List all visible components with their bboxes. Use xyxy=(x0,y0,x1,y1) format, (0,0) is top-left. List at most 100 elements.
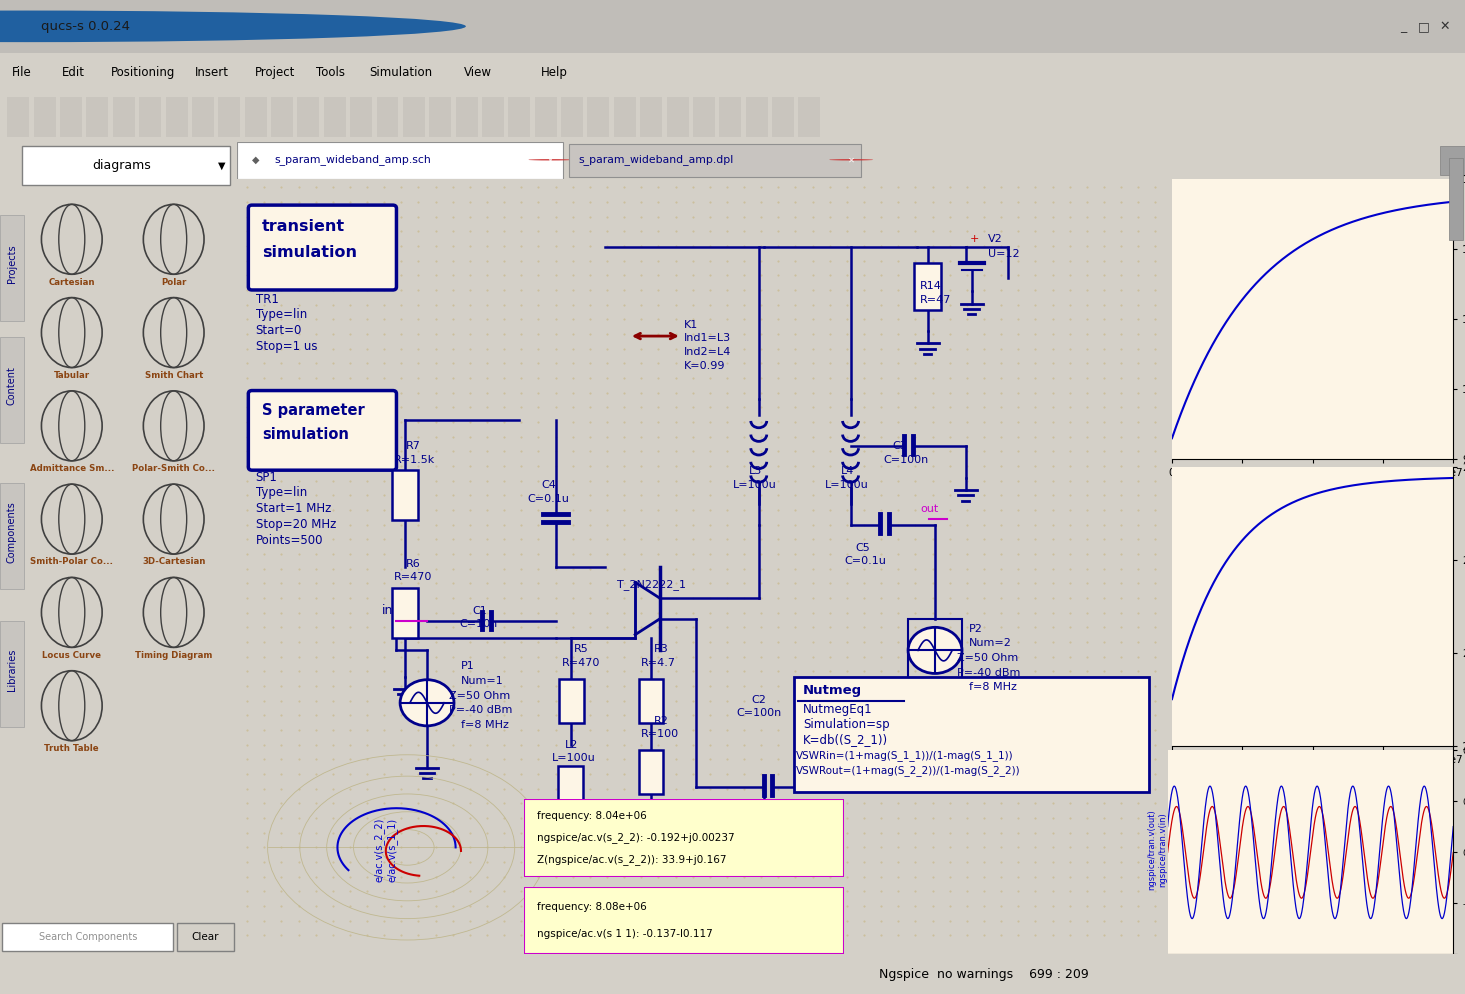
Text: Z(ngspice/ac.v(s_2_2)): 33.9+j0.167: Z(ngspice/ac.v(s_2_2)): 33.9+j0.167 xyxy=(538,854,727,865)
Bar xyxy=(391,587,419,638)
Text: ▼: ▼ xyxy=(218,160,226,170)
Text: R3: R3 xyxy=(653,644,668,654)
Text: VSWRin=(1+mag(S_1_1))/(1-mag(S_1_1)): VSWRin=(1+mag(S_1_1))/(1-mag(S_1_1)) xyxy=(795,750,1014,761)
Text: SP1: SP1 xyxy=(256,471,277,484)
Text: f=8 MHz: f=8 MHz xyxy=(461,720,510,730)
Text: Smith Chart: Smith Chart xyxy=(145,371,202,380)
Text: L=100u: L=100u xyxy=(825,480,869,490)
Text: Num=1: Num=1 xyxy=(461,676,504,686)
Text: simulation: simulation xyxy=(262,426,349,441)
Bar xyxy=(429,97,451,137)
Text: L4: L4 xyxy=(841,466,854,476)
FancyBboxPatch shape xyxy=(249,391,397,470)
Text: L=100u: L=100u xyxy=(552,753,596,763)
Circle shape xyxy=(908,627,963,674)
Bar xyxy=(794,677,1149,792)
Text: T_2N2222_1: T_2N2222_1 xyxy=(617,580,686,590)
Text: Stop=20 MHz: Stop=20 MHz xyxy=(256,518,335,531)
Bar xyxy=(403,97,425,137)
Text: Clear: Clear xyxy=(192,931,220,942)
Text: K=db((S_2_1)): K=db((S_2_1)) xyxy=(803,733,888,746)
Text: C1: C1 xyxy=(472,605,486,615)
Text: s_param_wideband_amp.sch: s_param_wideband_amp.sch xyxy=(274,154,431,165)
Text: U=12: U=12 xyxy=(987,249,1020,259)
Text: Start=1 MHz: Start=1 MHz xyxy=(256,502,331,515)
Bar xyxy=(558,765,583,810)
Bar xyxy=(3,922,173,950)
Text: R=4.7: R=4.7 xyxy=(642,658,677,668)
Text: Tabular: Tabular xyxy=(54,371,89,380)
Bar xyxy=(914,262,941,310)
Text: qucs-s 0.0.24: qucs-s 0.0.24 xyxy=(41,20,130,33)
Bar xyxy=(0,216,23,321)
Text: Type=lin: Type=lin xyxy=(256,308,308,321)
Bar xyxy=(113,97,135,137)
Text: K1: K1 xyxy=(684,320,699,330)
Bar xyxy=(719,97,741,137)
Text: C3: C3 xyxy=(892,441,907,451)
Text: _: _ xyxy=(1401,20,1406,33)
Text: Start=0: Start=0 xyxy=(256,324,302,337)
Text: Z=50 Ohm: Z=50 Ohm xyxy=(957,653,1018,663)
Text: Ind1=L3: Ind1=L3 xyxy=(684,333,731,343)
Bar xyxy=(508,97,530,137)
Text: Tools: Tools xyxy=(316,66,346,80)
Text: P=-40 dBm: P=-40 dBm xyxy=(957,668,1021,678)
Bar xyxy=(587,97,609,137)
Text: C=0.1u: C=0.1u xyxy=(844,557,886,567)
Text: □: □ xyxy=(1418,20,1430,33)
Bar xyxy=(535,97,557,137)
Bar xyxy=(34,97,56,137)
Bar xyxy=(614,97,636,137)
Bar xyxy=(271,97,293,137)
Bar xyxy=(560,679,583,723)
Text: ngspice/tran.v(out)
ngspice/tran.v(in): ngspice/tran.v(out) ngspice/tran.v(in) xyxy=(1147,809,1168,891)
Text: ngspice/ac.v(s 1 1): -0.137-I0.117: ngspice/ac.v(s 1 1): -0.137-I0.117 xyxy=(538,929,713,939)
Text: Content: Content xyxy=(7,367,18,406)
Text: Project: Project xyxy=(255,66,296,80)
Bar xyxy=(772,97,794,137)
Bar xyxy=(482,97,504,137)
Text: Simulation=sp: Simulation=sp xyxy=(803,718,889,731)
Text: L3: L3 xyxy=(749,466,762,476)
Text: simulation: simulation xyxy=(262,246,357,260)
Bar xyxy=(908,619,963,682)
Text: C4: C4 xyxy=(541,480,555,490)
Text: C=100n: C=100n xyxy=(883,455,929,465)
Text: Z=50 Ohm: Z=50 Ohm xyxy=(450,691,510,701)
Text: f=8 MHz: f=8 MHz xyxy=(970,682,1017,692)
Text: frequency: 8.04e+06: frequency: 8.04e+06 xyxy=(538,811,648,821)
Text: K=0.99: K=0.99 xyxy=(684,361,725,371)
Bar xyxy=(0,483,23,588)
Text: frequency: 8.08e+06: frequency: 8.08e+06 xyxy=(538,902,648,911)
Text: Admittance Sm...: Admittance Sm... xyxy=(29,464,114,473)
Circle shape xyxy=(529,159,573,160)
Text: Num=2: Num=2 xyxy=(970,638,1012,648)
Bar xyxy=(377,97,398,137)
Text: R=100: R=100 xyxy=(642,730,680,740)
Bar xyxy=(639,749,664,794)
Text: Smith-Polar Co...: Smith-Polar Co... xyxy=(31,558,113,567)
Text: in: in xyxy=(382,603,393,616)
Bar xyxy=(1440,146,1465,175)
Bar xyxy=(0,337,23,442)
Text: Timing Diagram: Timing Diagram xyxy=(135,651,212,660)
Text: View: View xyxy=(464,66,492,80)
Text: transient: transient xyxy=(262,220,344,235)
Bar xyxy=(297,97,319,137)
Text: Simulation: Simulation xyxy=(369,66,432,80)
Text: Polar-Smith Co...: Polar-Smith Co... xyxy=(132,464,215,473)
Bar xyxy=(324,97,346,137)
Text: ngspice/ac.v(s_2_2): -0.192+j0.00237: ngspice/ac.v(s_2_2): -0.192+j0.00237 xyxy=(538,833,735,843)
Bar xyxy=(166,97,188,137)
Text: R=470: R=470 xyxy=(561,658,601,668)
X-axis label: frequency: frequency xyxy=(1285,484,1340,494)
Bar xyxy=(177,922,234,950)
Bar xyxy=(568,144,861,177)
Text: Help: Help xyxy=(541,66,567,80)
Text: ✕: ✕ xyxy=(848,155,854,164)
Text: P=-40 dBm: P=-40 dBm xyxy=(450,706,513,716)
Text: Projects: Projects xyxy=(7,245,18,283)
Bar xyxy=(391,470,419,521)
Text: Locus Curve: Locus Curve xyxy=(42,651,101,660)
